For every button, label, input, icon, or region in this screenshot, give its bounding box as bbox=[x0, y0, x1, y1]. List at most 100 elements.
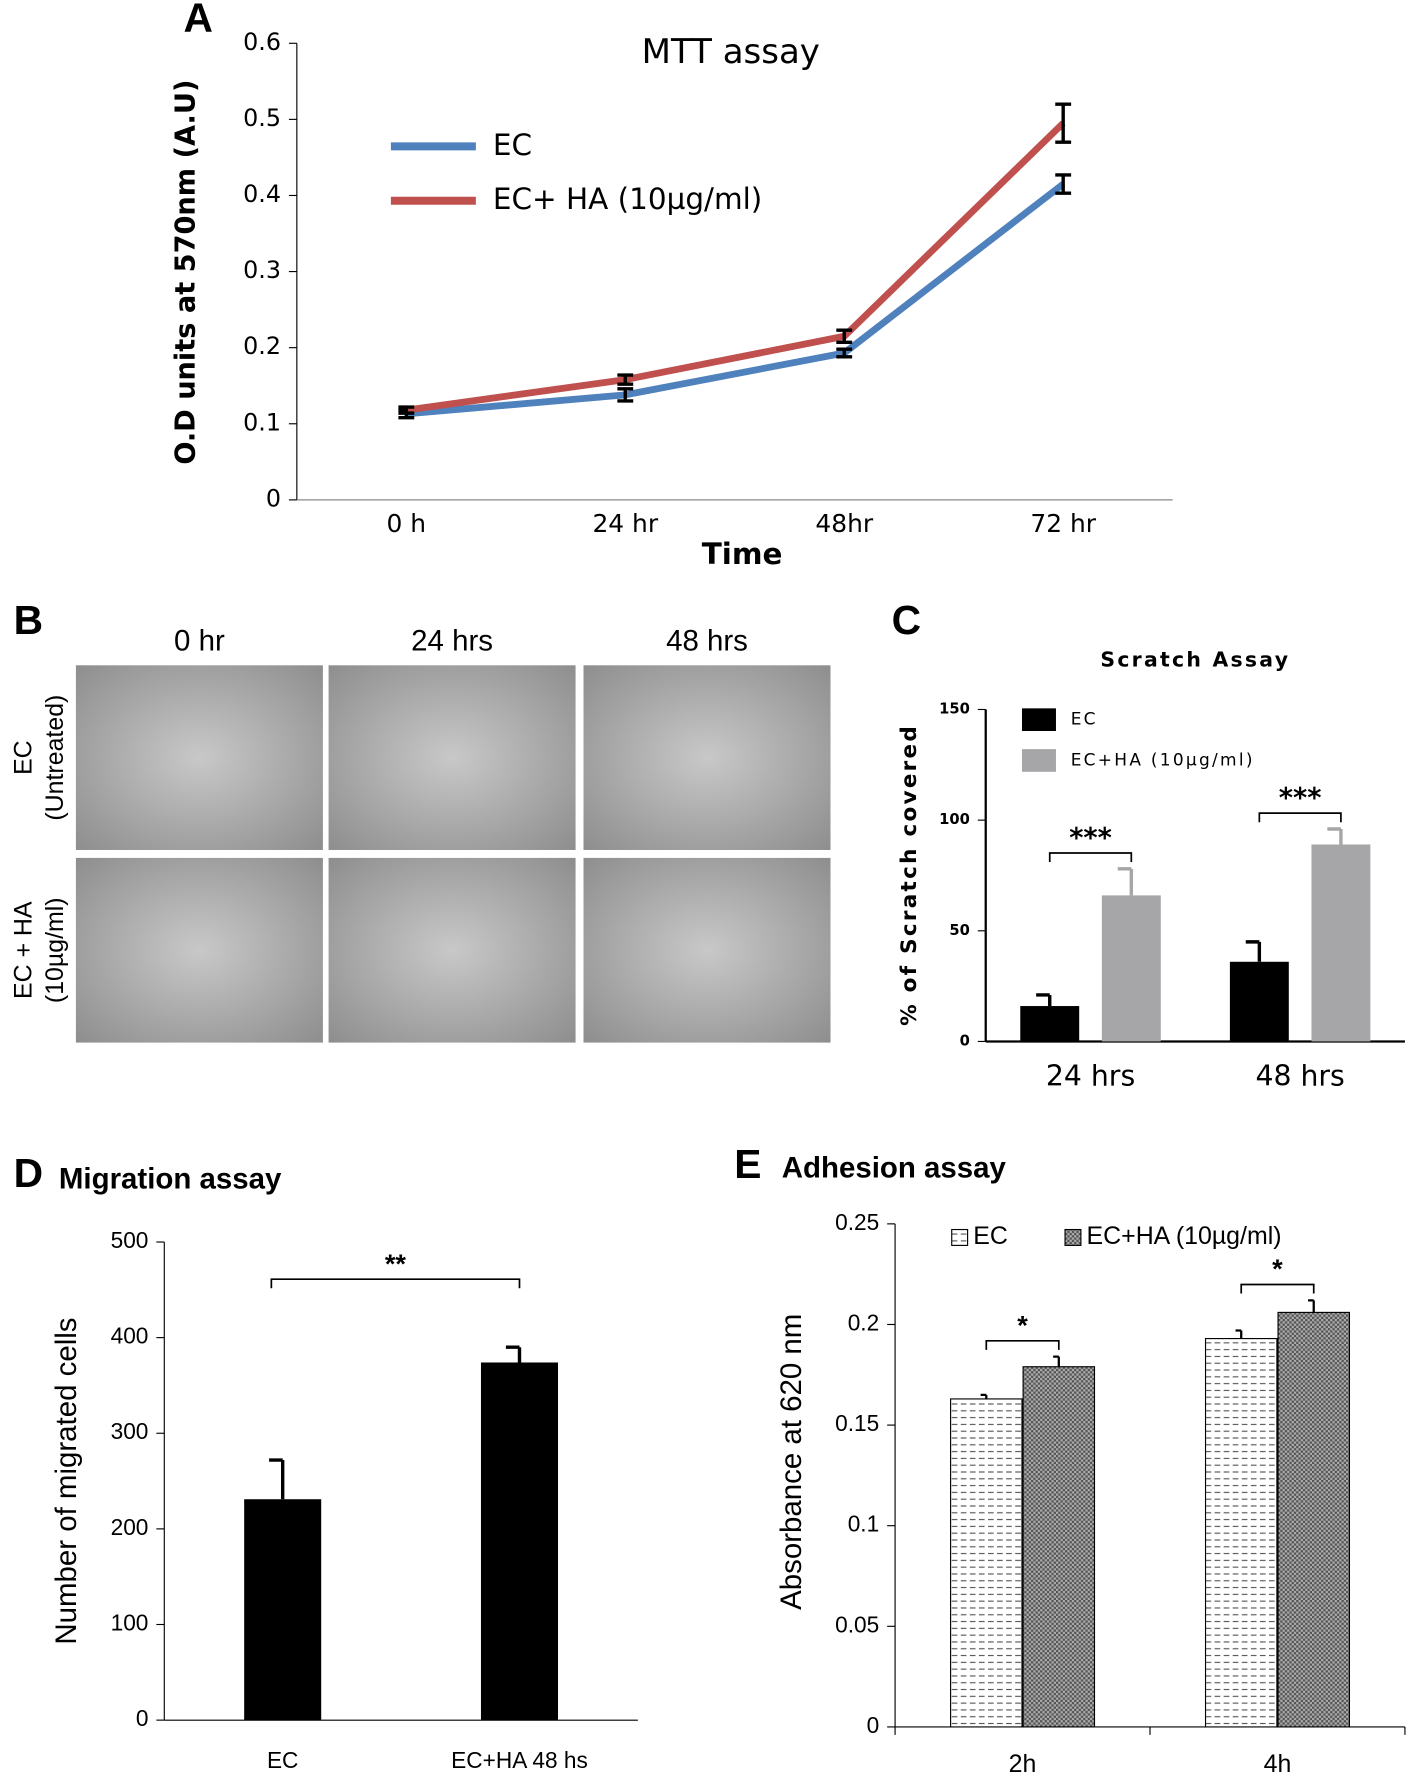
error-bar bbox=[1308, 1299, 1315, 1313]
y-tick-label: 0.4 bbox=[243, 180, 281, 208]
panel-letter: A bbox=[184, 0, 213, 40]
error-bar bbox=[1053, 1355, 1060, 1367]
error-bar bbox=[1036, 993, 1052, 1007]
y-tick-label: 0.1 bbox=[848, 1511, 880, 1537]
y-tick-label: 0.2 bbox=[848, 1309, 880, 1335]
x-tick-label: 48 hrs bbox=[1255, 1060, 1344, 1093]
error-bar bbox=[836, 328, 853, 345]
legend-label: EC bbox=[1071, 710, 1098, 730]
x-tick-label: 0 h bbox=[387, 509, 427, 538]
error-bar bbox=[836, 347, 853, 359]
significance-bracket bbox=[270, 1278, 521, 1289]
bar bbox=[1101, 895, 1161, 1042]
x-tick-label: 2h bbox=[1009, 1750, 1037, 1777]
legend-swatch bbox=[951, 1228, 969, 1246]
micrograph bbox=[328, 857, 576, 1043]
x-tick-label: 72 hr bbox=[1030, 509, 1096, 538]
y-tick-label: 200 bbox=[111, 1514, 149, 1540]
x-tick-label: 24 hr bbox=[592, 509, 658, 538]
y-tick-label: 0.5 bbox=[243, 104, 281, 132]
bar bbox=[1229, 961, 1289, 1042]
x-tick-label: 4h bbox=[1264, 1750, 1292, 1777]
row-label: EC bbox=[10, 740, 38, 775]
x-tick-label: EC+HA 48 hs bbox=[451, 1747, 588, 1773]
bar bbox=[1277, 1311, 1350, 1728]
significance-label: * bbox=[1272, 1253, 1283, 1284]
y-tick-label: 0.05 bbox=[835, 1611, 879, 1637]
line bbox=[405, 120, 1066, 414]
x-tick-label: 48hr bbox=[815, 509, 873, 538]
y-tick-label: 50 bbox=[949, 922, 969, 939]
bar bbox=[1022, 1366, 1096, 1728]
micrograph bbox=[75, 665, 323, 850]
y-axis-label: % of Scratch covered bbox=[897, 724, 922, 1026]
y-tick-label: 0.3 bbox=[243, 256, 281, 284]
panel-letter: B bbox=[14, 597, 43, 643]
x-tick-label: 24 hrs bbox=[1046, 1060, 1135, 1093]
y-tick-label: 0.2 bbox=[243, 332, 281, 360]
significance-bracket bbox=[1258, 812, 1342, 823]
row-label: (Untreated) bbox=[41, 695, 69, 821]
micrograph bbox=[583, 857, 831, 1043]
y-tick-label: 0 bbox=[960, 1032, 970, 1049]
micrograph bbox=[75, 857, 323, 1043]
significance-label: *** bbox=[1279, 783, 1322, 814]
y-tick-label: 100 bbox=[939, 811, 970, 828]
y-axis-label: Number of migrated cells bbox=[50, 1317, 83, 1644]
x-tick-label: EC bbox=[267, 1747, 298, 1773]
error-bar bbox=[1235, 1329, 1243, 1339]
y-tick-label: 0.6 bbox=[243, 28, 281, 56]
significance-label: ** bbox=[385, 1248, 407, 1279]
y-tick-label: 0 bbox=[867, 1712, 880, 1738]
significance-bracket bbox=[1048, 852, 1133, 863]
panel-letter: C bbox=[892, 597, 921, 643]
bar bbox=[244, 1499, 322, 1721]
chart-title: MTT assay bbox=[642, 32, 820, 72]
significance-label: * bbox=[1017, 1309, 1028, 1340]
y-tick-label: 100 bbox=[111, 1609, 149, 1635]
panel-letter: D bbox=[14, 1150, 43, 1196]
error-bar bbox=[1055, 102, 1072, 144]
significance-bracket bbox=[985, 1339, 1060, 1350]
y-tick-label: 0.15 bbox=[835, 1410, 879, 1436]
significance-label: *** bbox=[1069, 823, 1112, 854]
y-tick-label: 150 bbox=[939, 700, 970, 717]
x-axis-label: Time bbox=[702, 537, 783, 571]
y-tick-label: 300 bbox=[111, 1418, 149, 1444]
y-tick-label: 0.1 bbox=[243, 408, 281, 436]
micrograph bbox=[328, 665, 576, 850]
legend-label: EC+ HA (10µg/ml) bbox=[493, 182, 762, 216]
chart-title: Migration assay bbox=[59, 1163, 282, 1196]
error-bar bbox=[617, 387, 634, 403]
legend-label: EC bbox=[973, 1222, 1008, 1250]
error-bar bbox=[1117, 867, 1134, 896]
bar bbox=[950, 1398, 1023, 1728]
error-bar bbox=[1245, 940, 1262, 962]
column-label: 24 hrs bbox=[411, 624, 493, 657]
y-tick-label: 400 bbox=[111, 1323, 149, 1349]
column-label: 48 hrs bbox=[666, 624, 748, 657]
error-bar bbox=[980, 1393, 988, 1399]
error-bar bbox=[398, 405, 415, 415]
row-label: (10µg/ml) bbox=[41, 897, 69, 1003]
legend-label: EC+HA (10µg/ml) bbox=[1071, 750, 1255, 770]
legend-swatch bbox=[1021, 749, 1056, 772]
legend-label: EC+HA (10µg/ml) bbox=[1087, 1222, 1282, 1250]
bar bbox=[1311, 844, 1371, 1042]
y-tick-label: 0.25 bbox=[835, 1209, 879, 1235]
error-bar bbox=[1327, 827, 1343, 845]
bar bbox=[1020, 1006, 1080, 1042]
error-bar bbox=[505, 1345, 522, 1363]
error-bar bbox=[1055, 173, 1072, 195]
y-axis-label: Absorbance at 620 nm bbox=[775, 1314, 808, 1610]
bar bbox=[1204, 1338, 1278, 1728]
error-bar bbox=[269, 1458, 285, 1500]
legend-swatch bbox=[1064, 1228, 1082, 1246]
chart-title: Scratch Assay bbox=[1100, 648, 1290, 672]
legend-swatch bbox=[1021, 708, 1056, 732]
chart-title: Adhesion assay bbox=[782, 1151, 1007, 1184]
significance-bracket bbox=[1240, 1283, 1315, 1294]
y-tick-label: 0 bbox=[136, 1705, 149, 1731]
column-label: 0 hr bbox=[174, 624, 225, 657]
